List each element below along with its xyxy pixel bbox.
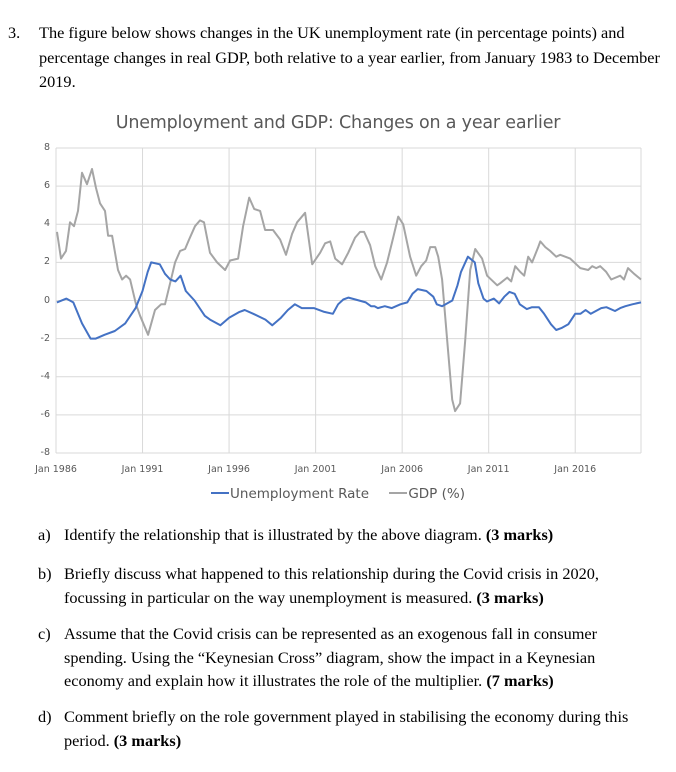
subquestion-label: c)	[38, 624, 51, 643]
line-chart: Unemployment and GDP: Changes on a year …	[0, 105, 676, 515]
subquestion-marks: (3 marks)	[476, 587, 544, 607]
subquestion-marks: (3 marks)	[485, 525, 554, 544]
x-tick-label: Jan 2006	[381, 464, 424, 475]
chart-title: Unemployment and GDP: Changes on a year …	[115, 113, 561, 133]
y-tick-label: 0	[43, 294, 50, 306]
legend-label-gdp: GDP (%)	[408, 486, 465, 502]
x-tick-label: Jan 1991	[121, 464, 164, 475]
x-tick-label: Jan 2011	[467, 464, 510, 475]
x-tick-label: Jan 2016	[554, 464, 597, 475]
y-tick-label: -2	[40, 332, 50, 344]
subquestion-d: d) Comment briefly on the role governmen…	[38, 705, 658, 752]
chart-plot-area	[55, 147, 642, 454]
x-tick-label: Jan 1986	[35, 464, 77, 475]
subquestion-label: d)	[38, 707, 52, 726]
y-tick-label: 6	[43, 180, 50, 192]
subquestion-marks: (7 marks)	[486, 671, 554, 690]
x-tick-label: Jan 1996	[208, 464, 250, 475]
legend-item-gdp: GDP (%)	[389, 486, 465, 502]
question-number: 3.	[8, 23, 21, 42]
subquestion-text: Comment briefly on the role government p…	[64, 707, 629, 750]
legend-swatch-unemployment	[211, 492, 230, 494]
series-line-gdp	[56, 168, 642, 413]
subquestion-label: a)	[38, 525, 51, 544]
subquestion-text: Identify the relationship that is illust…	[64, 525, 482, 544]
question-intro: 3. The figure below shows changes in the…	[8, 21, 668, 95]
y-tick-label: 4	[43, 218, 50, 230]
subquestion-marks: (3 marks)	[113, 730, 182, 750]
series-line-unemployment-rate	[56, 255, 642, 340]
y-tick-label: -8	[40, 447, 50, 458]
question-intro-text: The figure below shows changes in the UK…	[39, 23, 660, 91]
subquestion-c: c) Assume that the Covid crisis can be r…	[38, 622, 658, 693]
subquestion-label: b)	[38, 564, 52, 583]
x-tick-label: Jan 2001	[294, 464, 337, 475]
legend-item-unemployment: Unemployment Rate	[211, 486, 369, 502]
legend-swatch-gdp	[389, 492, 408, 494]
y-tick-label: -6	[40, 408, 50, 420]
legend-label-unemployment: Unemployment Rate	[230, 486, 370, 502]
subquestion-b: b) Briefly discuss what happened to this…	[38, 562, 658, 609]
subquestion-text: Briefly discuss what happened to this re…	[64, 564, 599, 607]
y-tick-label: 8	[43, 142, 50, 153]
subquestion-text: Assume that the Covid crisis can be repr…	[64, 624, 598, 690]
y-tick-label: -4	[40, 370, 50, 382]
y-tick-label: 2	[43, 256, 50, 268]
chart-legend: Unemployment Rate GDP (%)	[0, 486, 676, 502]
subquestion-a: a) Identify the relationship that is ill…	[38, 523, 658, 547]
